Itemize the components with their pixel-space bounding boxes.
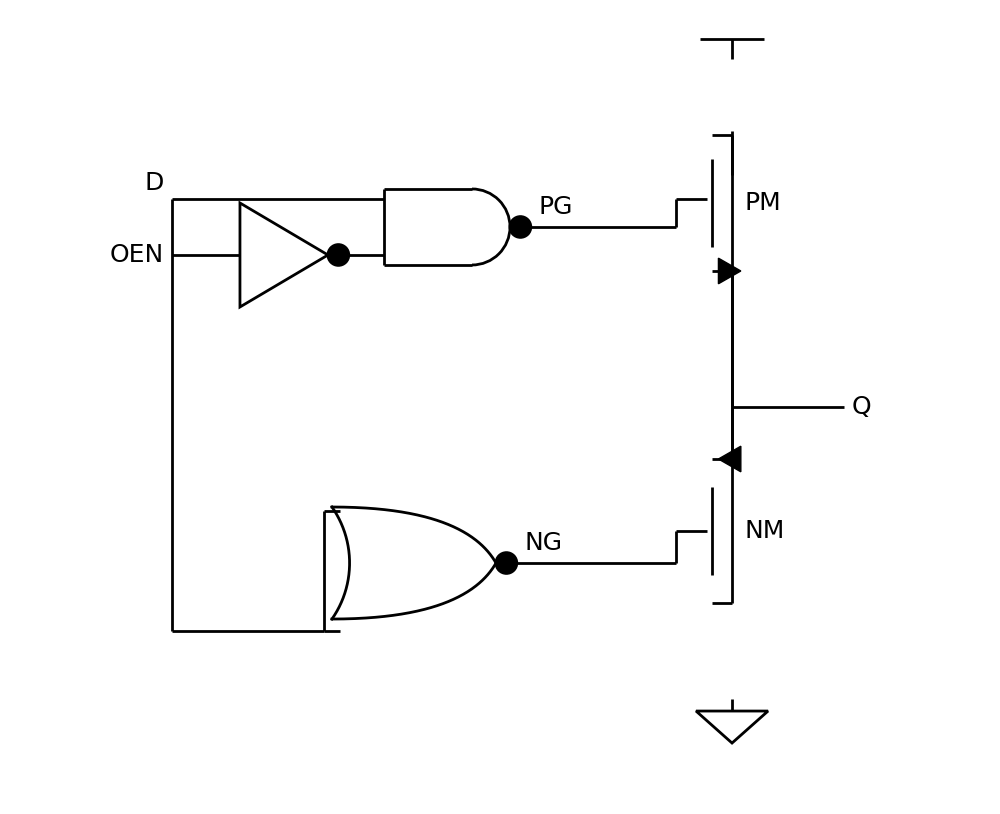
Text: NG: NG: [525, 531, 563, 555]
Polygon shape: [718, 258, 741, 284]
Text: Q: Q: [852, 395, 872, 419]
Polygon shape: [718, 446, 741, 472]
Text: NM: NM: [744, 519, 784, 543]
Text: D: D: [145, 171, 164, 195]
Circle shape: [496, 553, 517, 573]
Circle shape: [328, 244, 349, 265]
Text: PG: PG: [539, 195, 573, 219]
Text: PM: PM: [744, 191, 781, 215]
Circle shape: [510, 217, 531, 238]
Text: OEN: OEN: [110, 243, 164, 267]
